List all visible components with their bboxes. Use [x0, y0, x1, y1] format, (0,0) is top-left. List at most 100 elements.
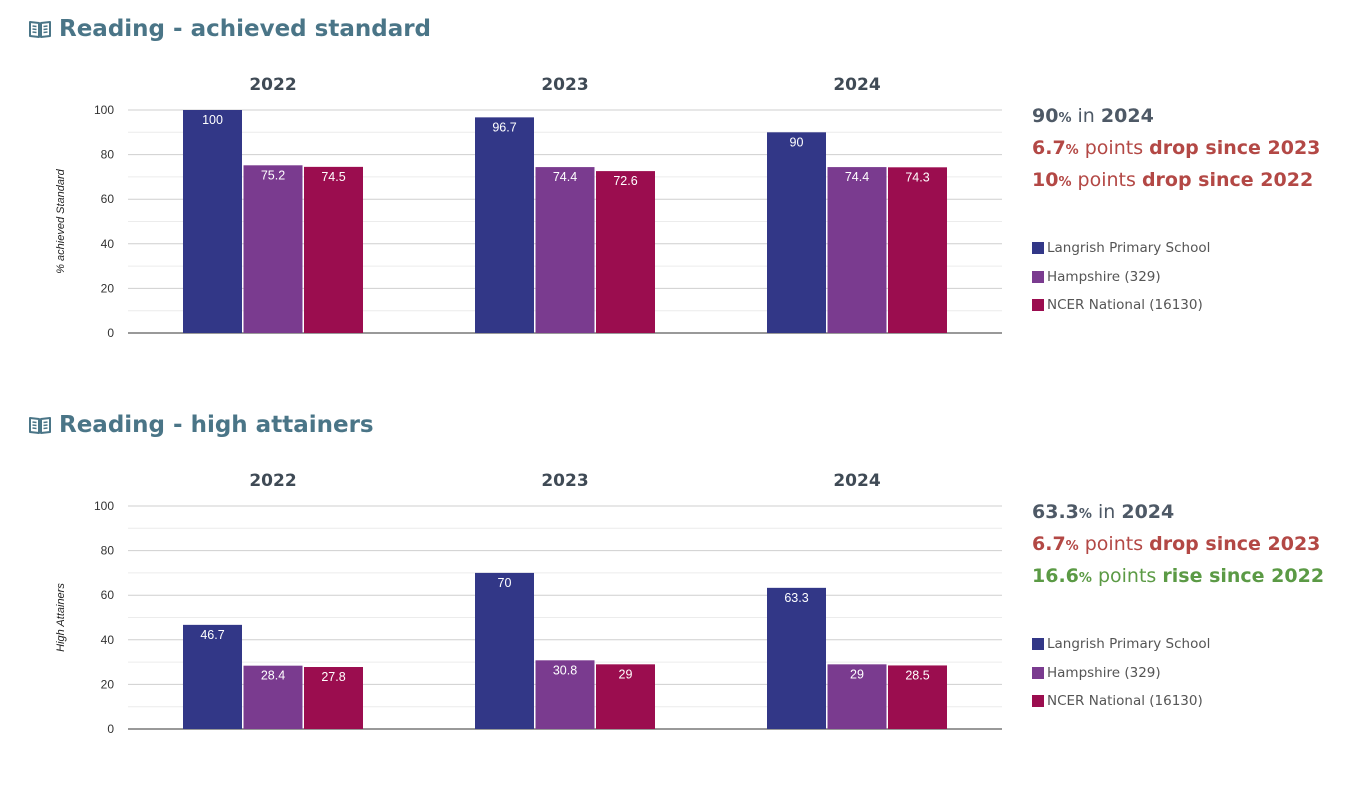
summary-change-text: points — [1084, 137, 1144, 159]
summary-change-value: 16.6 — [1032, 565, 1079, 587]
summary-current-year: 2024 — [1100, 105, 1154, 127]
open-book-icon — [28, 415, 52, 435]
y-tick-label: 60 — [101, 588, 115, 602]
y-axis-title: % achieved Standard — [55, 168, 67, 273]
bar-data-label: 29 — [619, 667, 633, 681]
summary-change-direction: rise since 2022 — [1162, 565, 1325, 587]
legend-item-school: Langrish Primary School — [1032, 234, 1210, 263]
bar-data-label: 74.5 — [321, 170, 345, 184]
summary-current-text: in — [1077, 105, 1095, 127]
legend-label: Hampshire (329) — [1047, 268, 1161, 285]
bar — [827, 167, 887, 333]
bar-data-label: 29 — [850, 667, 864, 681]
summary-current: 90% in 2024 — [1032, 100, 1320, 132]
bar — [475, 117, 534, 333]
summary-change-value: 10 — [1032, 169, 1059, 191]
summary-change-unit: % — [1078, 571, 1092, 586]
bar — [304, 667, 363, 729]
summary-change-direction: drop since 2023 — [1149, 137, 1321, 159]
summary-change-2023: 6.7% points drop since 2023 — [1032, 528, 1324, 560]
summary-change-value: 6.7 — [1032, 137, 1066, 159]
bar — [535, 167, 595, 333]
bar — [827, 664, 887, 729]
legend-item-hampshire: Hampshire (329) — [1032, 659, 1210, 688]
bar-data-label: 96.7 — [492, 120, 516, 134]
summary-change-text: points — [1097, 565, 1157, 587]
summary-change-2022: 10% points drop since 2022 — [1032, 164, 1320, 196]
y-tick-label: 0 — [107, 722, 114, 736]
bar-chart-achieved-standard: 0 20 40 60 80 100 % achieved Standard 2022 100 75… — [55, 75, 1002, 340]
summary-change-text: points — [1084, 533, 1144, 555]
section-title: Reading - achieved standard — [28, 16, 431, 42]
bar — [183, 110, 242, 333]
year-label: 2023 — [541, 75, 588, 95]
chart-legend: Langrish Primary School Hampshire (329) … — [1032, 630, 1210, 716]
legend-label: Hampshire (329) — [1047, 664, 1161, 681]
y-tick-label: 40 — [101, 237, 115, 251]
y-tick-label: 60 — [101, 192, 115, 206]
chart-legend: Langrish Primary School Hampshire (329) … — [1032, 234, 1210, 320]
bar — [304, 166, 363, 333]
year-label: 2023 — [541, 471, 588, 491]
section-title-text: Reading - high attainers — [59, 412, 374, 438]
summary-current-value: 63.3 — [1032, 501, 1079, 523]
bar-data-label: 74.4 — [553, 170, 577, 184]
bar — [888, 167, 947, 333]
open-book-icon — [28, 19, 52, 39]
legend-item-hampshire: Hampshire (329) — [1032, 263, 1210, 292]
bar-data-label: 46.7 — [200, 628, 224, 642]
bar-data-label: 28.4 — [261, 669, 285, 683]
section-achieved-standard: Reading - achieved standard 0 20 40 60 80 100… — [0, 0, 1354, 390]
bar-chart-high-attainers: 0 20 40 60 80 100 High Attainers 2022 46.7 28.4 27… — [55, 471, 1002, 736]
summary-change-direction: drop since 2023 — [1149, 533, 1321, 555]
summary-current-value: 90 — [1032, 105, 1059, 127]
bar-data-label: 63.3 — [784, 591, 808, 605]
legend-swatch — [1032, 695, 1044, 708]
year-label: 2024 — [833, 75, 880, 95]
summary-change-2022: 16.6% points rise since 2022 — [1032, 560, 1324, 592]
summary-change-text: points — [1077, 169, 1136, 191]
y-tick-label: 80 — [101, 148, 115, 162]
bar-data-label: 74.4 — [845, 170, 869, 184]
y-tick-label: 40 — [101, 633, 115, 647]
y-tick-label: 100 — [94, 103, 114, 117]
bar — [243, 665, 303, 729]
year-label: 2024 — [833, 471, 880, 491]
bar-data-label: 27.8 — [321, 670, 345, 684]
summary-current-unit: % — [1078, 507, 1092, 522]
bar — [767, 132, 826, 333]
y-tick-label: 80 — [101, 544, 115, 558]
bar — [243, 165, 303, 333]
summary-current: 63.3% in 2024 — [1032, 496, 1324, 528]
summary-current-year: 2024 — [1121, 501, 1175, 523]
summary-change-unit: % — [1065, 539, 1079, 554]
summary-change-value: 6.7 — [1032, 533, 1066, 555]
legend-swatch — [1032, 242, 1044, 255]
legend-label: Langrish Primary School — [1047, 636, 1211, 653]
legend-swatch — [1032, 638, 1044, 651]
section-title: Reading - high attainers — [28, 412, 374, 438]
bar-data-label: 28.5 — [905, 668, 929, 682]
bar-data-label: 90 — [790, 135, 804, 149]
bar — [183, 624, 242, 729]
summary-change-direction: drop since 2022 — [1141, 169, 1314, 191]
summary-current-text: in — [1097, 501, 1116, 523]
legend-label: NCER National (16130) — [1047, 297, 1203, 314]
summary-change-unit: % — [1058, 175, 1072, 190]
y-tick-label: 100 — [94, 499, 114, 513]
legend-label: NCER National (16130) — [1047, 693, 1203, 710]
bar-data-label: 100 — [202, 113, 223, 127]
legend-item-national: NCER National (16130) — [1032, 687, 1210, 716]
bar — [475, 572, 534, 729]
legend-swatch — [1032, 299, 1044, 312]
y-axis-title: High Attainers — [55, 583, 67, 652]
bar — [596, 171, 655, 333]
bar-data-label: 75.2 — [261, 168, 285, 182]
legend-swatch — [1032, 666, 1044, 679]
legend-label: Langrish Primary School — [1047, 240, 1211, 257]
year-label: 2022 — [249, 75, 296, 95]
year-label: 2022 — [249, 471, 296, 491]
summary-change-unit: % — [1065, 143, 1079, 158]
summary-current-unit: % — [1058, 111, 1072, 126]
y-tick-label: 20 — [101, 677, 115, 691]
